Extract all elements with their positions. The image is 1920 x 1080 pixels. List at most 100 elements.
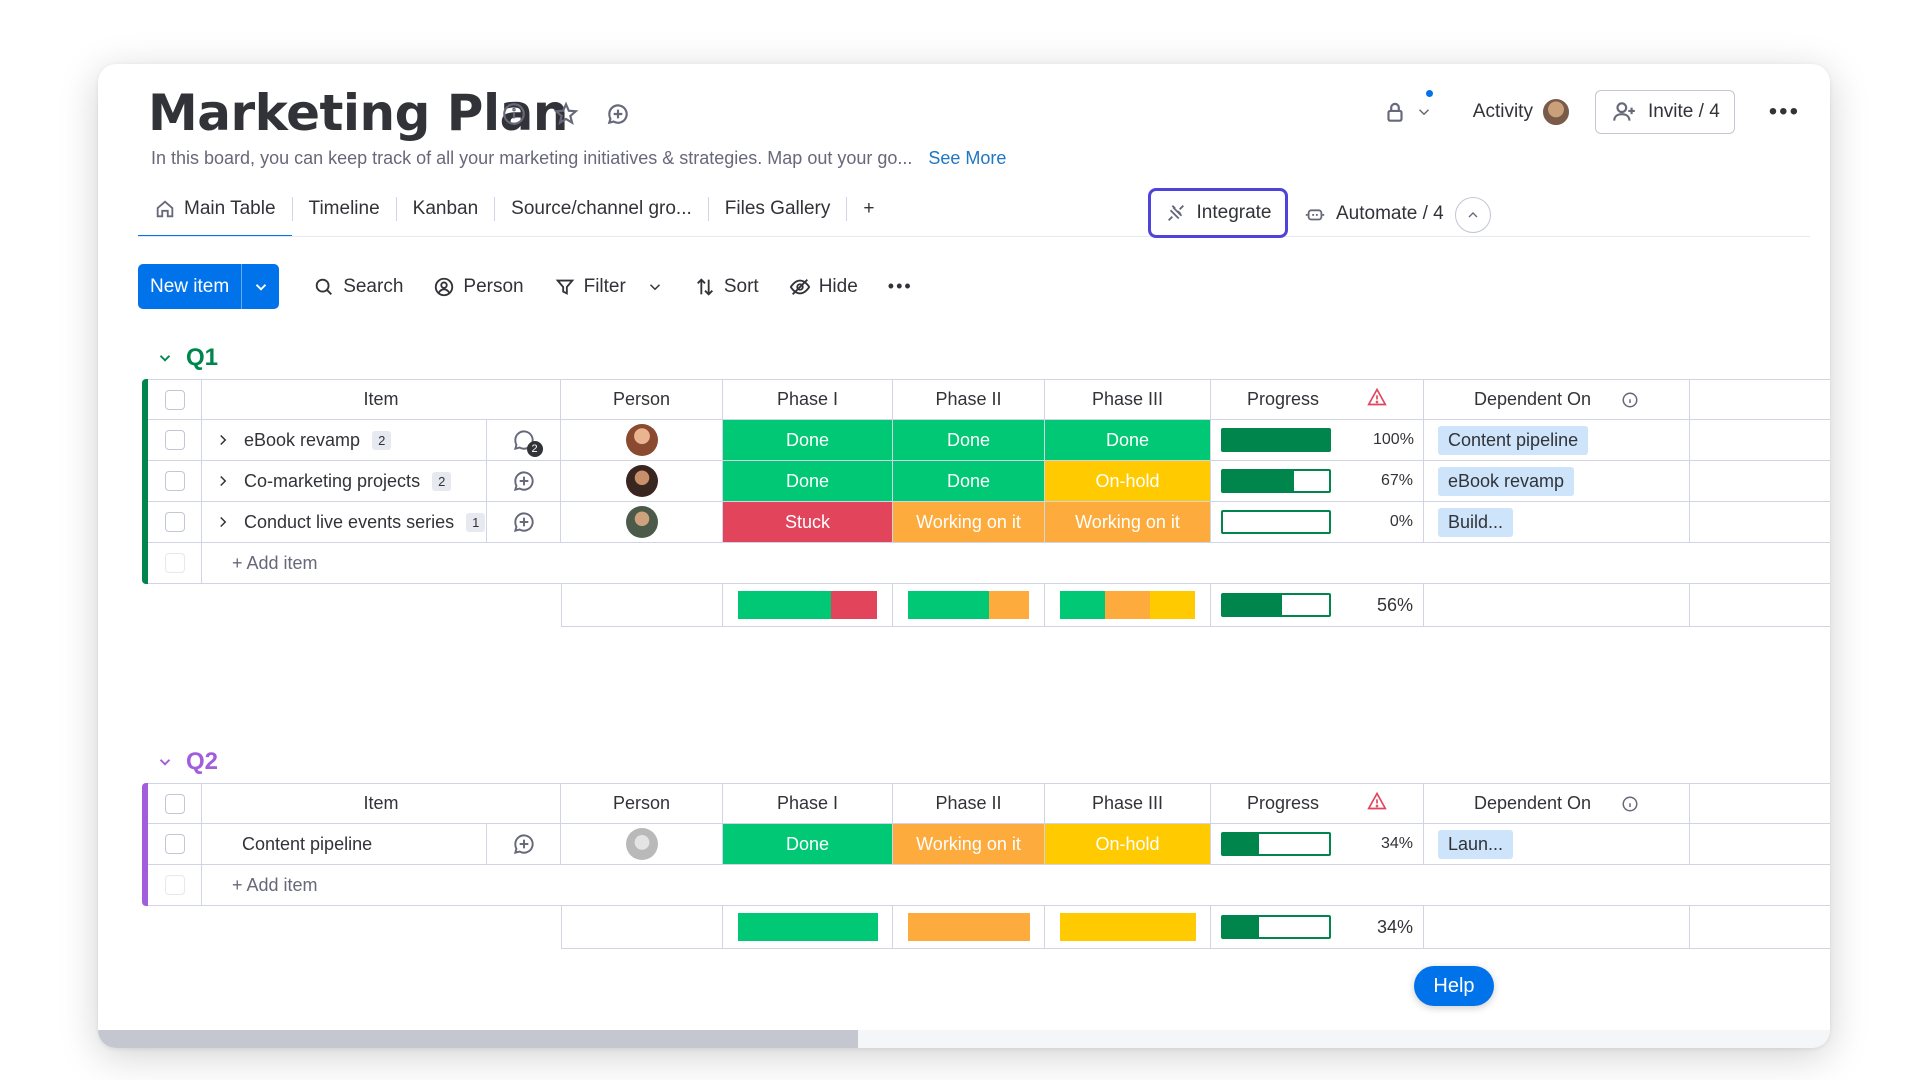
chevron-down-icon[interactable]: [156, 753, 174, 771]
status-cell-phase2[interactable]: Working on it: [893, 502, 1045, 543]
item-name-cell[interactable]: eBook revamp 2: [202, 420, 487, 461]
filter-button[interactable]: Filter: [554, 276, 664, 298]
group-header-q1[interactable]: Q1: [156, 344, 218, 372]
sort-button[interactable]: Sort: [694, 276, 759, 298]
status-label[interactable]: Done: [723, 420, 892, 460]
invite-button[interactable]: Invite / 4: [1594, 90, 1735, 134]
item-name-cell[interactable]: Content pipeline: [202, 824, 487, 865]
updates-cell[interactable]: [487, 502, 561, 543]
status-cell-phase1[interactable]: Done: [723, 420, 893, 461]
row-checkbox-cell[interactable]: [148, 824, 202, 865]
info-icon[interactable]: [1621, 795, 1639, 813]
status-cell-phase3[interactable]: On-hold: [1045, 461, 1211, 502]
status-cell-phase1[interactable]: Stuck: [723, 502, 893, 543]
status-label[interactable]: On-hold: [1045, 461, 1210, 501]
tab-main-table[interactable]: Main Table: [138, 184, 292, 237]
item-name[interactable]: Conduct live events series: [244, 511, 455, 532]
more-options-icon[interactable]: •••: [887, 276, 913, 296]
scrollbar-thumb[interactable]: [98, 1030, 858, 1048]
row-checkbox-cell[interactable]: [148, 420, 202, 461]
column-header-person[interactable]: Person: [561, 783, 723, 824]
add-item-row[interactable]: + Add item: [202, 865, 1830, 906]
status-distribution-bar[interactable]: [1059, 913, 1196, 941]
column-header-dependent[interactable]: Dependent On: [1424, 379, 1690, 420]
select-all-checkbox[interactable]: [164, 389, 185, 410]
status-label[interactable]: On-hold: [1045, 824, 1210, 864]
status-label[interactable]: Done: [723, 824, 892, 864]
hide-button[interactable]: Hide: [789, 276, 858, 298]
status-label[interactable]: Working on it: [1045, 502, 1210, 542]
column-header-phase2[interactable]: Phase II: [893, 379, 1045, 420]
person-cell[interactable]: [561, 824, 723, 865]
status-label[interactable]: Done: [893, 461, 1044, 501]
dependent-on-cell[interactable]: Laun...: [1424, 824, 1690, 865]
horizontal-scrollbar[interactable]: [98, 1030, 1830, 1048]
updates-cell[interactable]: 2: [487, 420, 561, 461]
status-cell-phase2[interactable]: Done: [893, 461, 1045, 502]
status-cell-phase2[interactable]: Done: [893, 420, 1045, 461]
chevron-down-icon[interactable]: [646, 276, 664, 298]
item-name[interactable]: Content pipeline: [242, 833, 373, 854]
status-cell-phase1[interactable]: Done: [723, 824, 893, 865]
status-cell-phase3[interactable]: On-hold: [1045, 824, 1211, 865]
column-header-chk[interactable]: [148, 379, 202, 420]
warning-icon[interactable]: [1367, 791, 1387, 816]
collapse-header-button[interactable]: [1455, 197, 1491, 233]
chat-icon[interactable]: [604, 100, 632, 128]
dependent-on-cell[interactable]: Build...: [1424, 502, 1690, 543]
help-button[interactable]: Help: [1414, 966, 1494, 1006]
more-options-icon[interactable]: •••: [1768, 98, 1800, 125]
status-label[interactable]: Stuck: [723, 502, 892, 542]
dependent-on-cell[interactable]: eBook revamp: [1424, 461, 1690, 502]
status-cell-phase2[interactable]: Working on it: [893, 824, 1045, 865]
add-item-label[interactable]: + Add item: [232, 552, 318, 573]
dependency-tag[interactable]: Laun...: [1438, 829, 1514, 859]
info-icon[interactable]: [500, 100, 528, 128]
avatar[interactable]: [625, 424, 658, 456]
row-checkbox[interactable]: [164, 471, 185, 491]
status-distribution-bar[interactable]: [737, 591, 878, 619]
row-checkbox[interactable]: [164, 512, 185, 532]
expand-chevron-icon[interactable]: [214, 431, 232, 449]
status-cell-phase3[interactable]: Done: [1045, 420, 1211, 461]
status-distribution-bar[interactable]: [1059, 591, 1196, 619]
expand-chevron-icon[interactable]: [214, 513, 232, 531]
chevron-down-icon[interactable]: [241, 264, 279, 309]
column-header-progress[interactable]: Progress: [1211, 783, 1424, 824]
group-header-q2[interactable]: Q2: [156, 748, 218, 776]
status-distribution-bar[interactable]: [907, 591, 1030, 619]
column-header-chk[interactable]: [148, 783, 202, 824]
updates-cell[interactable]: [487, 824, 561, 865]
see-more-link[interactable]: See More: [928, 148, 1007, 168]
dependency-tag[interactable]: Content pipeline: [1438, 425, 1589, 455]
automate-button[interactable]: Automate / 4: [1304, 200, 1444, 228]
item-name[interactable]: eBook revamp: [244, 429, 361, 450]
column-header-phase3[interactable]: Phase III: [1045, 379, 1211, 420]
column-header-person[interactable]: Person: [561, 379, 723, 420]
status-label[interactable]: Done: [1045, 420, 1210, 460]
status-label[interactable]: Done: [723, 461, 892, 501]
integrate-button[interactable]: Integrate: [1148, 188, 1288, 238]
avatar[interactable]: [625, 465, 658, 497]
dependency-tag[interactable]: eBook revamp: [1438, 466, 1575, 496]
item-name-cell[interactable]: Co-marketing projects 2: [202, 461, 487, 502]
updates-cell[interactable]: [487, 461, 561, 502]
column-header-phase1[interactable]: Phase I: [723, 379, 893, 420]
column-header-phase2[interactable]: Phase II: [893, 783, 1045, 824]
star-icon[interactable]: [552, 100, 580, 128]
expand-chevron-icon[interactable]: [214, 472, 232, 490]
status-label[interactable]: Done: [893, 420, 1044, 460]
person-cell[interactable]: [561, 420, 723, 461]
column-header-item[interactable]: Item: [202, 379, 561, 420]
status-label[interactable]: Working on it: [893, 502, 1044, 542]
tab-kanban[interactable]: Kanban: [397, 184, 495, 234]
person-cell[interactable]: [561, 461, 723, 502]
avatar[interactable]: [625, 828, 658, 860]
row-checkbox-cell[interactable]: [148, 461, 202, 502]
column-header-progress[interactable]: Progress: [1211, 379, 1424, 420]
status-cell-phase1[interactable]: Done: [723, 461, 893, 502]
item-name[interactable]: Co-marketing projects: [244, 470, 421, 491]
warning-icon[interactable]: [1367, 387, 1387, 412]
dependent-on-cell[interactable]: Content pipeline: [1424, 420, 1690, 461]
add-update-icon[interactable]: 2: [511, 427, 543, 457]
